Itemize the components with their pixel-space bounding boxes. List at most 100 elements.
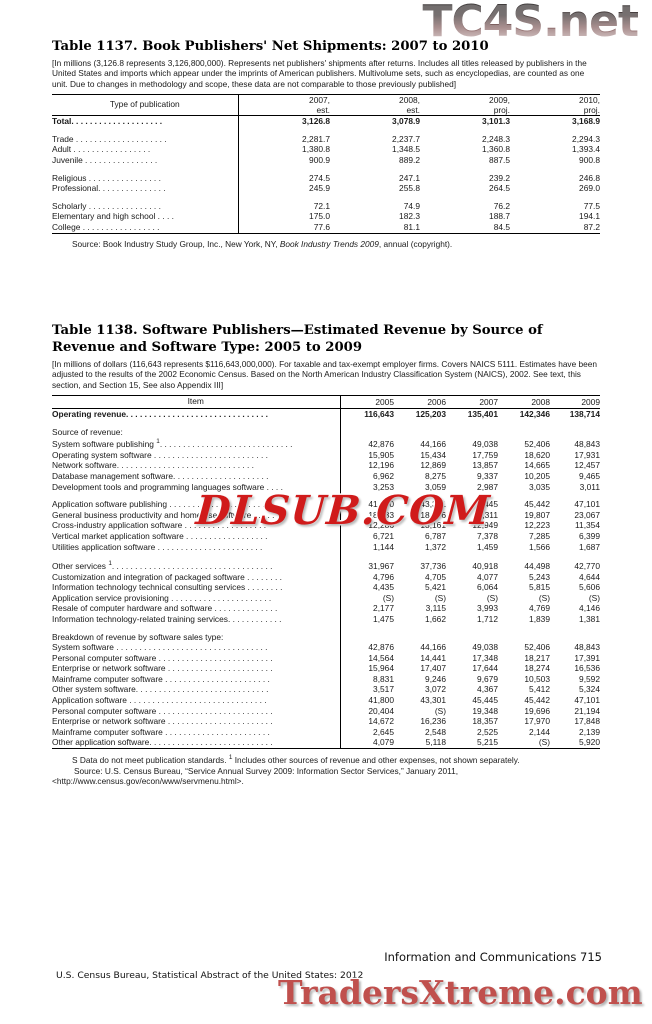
cell-value: 19,696: [524, 705, 550, 716]
cell-value: 1,566: [529, 541, 550, 552]
cell-value: 17,407: [420, 663, 446, 674]
cell-value: 18,596: [420, 509, 446, 520]
cell-value: 2,144: [529, 726, 550, 737]
column-header: 2009, proj.: [489, 95, 510, 116]
cell-value: 6,962: [339, 470, 394, 482]
table-row: Vertical market application software . .…: [52, 530, 600, 542]
cell-value: 3,517: [339, 684, 394, 696]
stub-header: Type of publication: [109, 99, 180, 110]
cell-value: 1,459: [477, 541, 498, 552]
table-row: Enterprise or network software . . . . .…: [52, 716, 600, 727]
table-row: Utilities application software . . . . .…: [52, 541, 600, 553]
cell-value: 3,115: [425, 603, 446, 614]
cell-value: 10,503: [524, 673, 550, 684]
table-row: Scholarly . . . . . . . . . . . . . . . …: [52, 200, 600, 212]
table-row: Operating system software . . . . . . . …: [52, 449, 600, 461]
cell-value: [446, 427, 498, 438]
cell-value: 12,223: [524, 520, 550, 531]
cell-value: [394, 427, 446, 438]
cell-value: 18,217: [524, 652, 550, 663]
cell-value: 77.6: [237, 221, 330, 234]
row-label: Other services 1. . . . . . . . . . . . …: [52, 560, 273, 571]
row-label: Enterprise or network software . . . . .…: [52, 663, 273, 674]
cell-value: 5,243: [529, 571, 550, 582]
source-italic: Book Industry Trends 2009: [279, 238, 379, 249]
row-label: Cross-industry application software . . …: [52, 520, 267, 531]
cell-value: 48,843: [574, 642, 600, 653]
cell-value: [394, 632, 446, 643]
cell-value: 4,705: [425, 571, 446, 582]
row-label: Development tools and programming langua…: [52, 481, 283, 492]
cell-value: 255.8: [399, 183, 420, 194]
cell-value: 14,665: [524, 460, 550, 471]
cell-value: 245.9: [237, 183, 330, 194]
column-header: 2008: [531, 397, 550, 408]
table-header-row: Item 2005 2006 2007 2008 2009: [52, 395, 600, 409]
column-header: 2007, est.: [237, 94, 330, 116]
table-row: Total. . . . . . . . . . . . . . . . . .…: [52, 115, 600, 127]
row-label: Application software publishing . . . . …: [52, 499, 275, 510]
cell-value: 194.1: [579, 211, 600, 222]
row-label: Elementary and high school . . . .: [52, 211, 174, 222]
cell-value: 9,337: [477, 470, 498, 481]
row-label: General business productivity and home u…: [52, 509, 280, 520]
table-row: General business productivity and home u…: [52, 509, 600, 521]
cell-value: 239.2: [489, 172, 510, 183]
cell-value: 6,399: [579, 530, 600, 541]
cell-value: 49,038: [472, 642, 498, 653]
cell-value: 2,294.3: [572, 133, 600, 144]
cell-value: 246.8: [579, 172, 600, 183]
cell-value: (S): [434, 592, 446, 603]
table-row: Database management software. . . . . . …: [52, 470, 600, 482]
cell-value: 135,401: [467, 409, 498, 420]
table-row: System software publishing 1. . . . . . …: [52, 437, 600, 450]
cell-value: 247.1: [399, 172, 420, 183]
cell-value: 12,196: [339, 460, 394, 471]
cell-value: (S): [588, 592, 600, 603]
row-label: College . . . . . . . . . . . . . . . . …: [52, 221, 160, 232]
row-label: Juvenile . . . . . . . . . . . . . . . .: [52, 155, 158, 165]
cell-value: 1,144: [339, 541, 394, 553]
cell-value: 52,406: [524, 642, 550, 653]
cell-value: [446, 632, 498, 643]
cell-value: 11,354: [575, 520, 600, 531]
spacer-row: [52, 193, 600, 201]
stub-header: Item: [187, 396, 204, 407]
table-1138: Item 2005 2006 2007 2008 2009 Operating revenu…: [52, 395, 600, 750]
table-row: Customization and integration of package…: [52, 571, 600, 583]
table-row: Other system software. . . . . . . . . .…: [52, 684, 600, 696]
cell-value: 2,248.3: [482, 133, 510, 144]
cell-value: 17,644: [472, 663, 498, 674]
row-label: Total. . . . . . . . . . . . . . . . . .…: [52, 116, 163, 127]
cell-value: 7,285: [529, 530, 550, 541]
table-row: Resale of computer hardware and software…: [52, 603, 600, 614]
source-line-1: Source: U.S. Census Bureau, “Service Ann…: [74, 765, 459, 776]
cell-value: 42,876: [339, 437, 394, 450]
cell-value: 45,445: [472, 695, 498, 706]
table-1138-footnotes: S Data do not meet publication standards…: [52, 753, 600, 787]
cell-value: 2,548: [425, 726, 446, 737]
spacer-row: [52, 126, 600, 134]
cell-value: 4,146: [579, 603, 600, 614]
row-label: Application service provisioning . . . .…: [52, 592, 272, 603]
cell-value: 13,161: [420, 520, 446, 531]
cell-value: 9,679: [477, 673, 498, 684]
table-1137-headnote: [In millions (3,126.8 represents 3,126,8…: [52, 58, 587, 89]
source-post: , annual (copyright).: [378, 238, 453, 249]
table-row: Juvenile . . . . . . . . . . . . . . . .…: [52, 155, 600, 166]
cell-value: (S): [486, 592, 498, 603]
cell-value: 41,800: [339, 695, 394, 706]
cell-value: [550, 427, 600, 438]
cell-value: 3,059: [425, 481, 446, 492]
cell-value: 2,987: [477, 481, 498, 492]
row-label: Mainframe computer software . . . . . . …: [52, 726, 270, 737]
table-row: Other services 1. . . . . . . . . . . . …: [52, 559, 600, 572]
cell-value: 1,475: [339, 613, 394, 625]
table-row: System software . . . . . . . . . . . . …: [52, 642, 600, 653]
cell-value: 3,993: [477, 603, 498, 614]
cell-value: 6,787: [425, 530, 446, 541]
cell-value: 5,815: [529, 582, 550, 593]
row-label: Operating revenue. . . . . . . . . . . .…: [52, 409, 268, 420]
cell-value: 49,038: [472, 439, 498, 450]
table-1137-block: Table 1137. Book Publishers' Net Shipmen…: [52, 38, 600, 249]
